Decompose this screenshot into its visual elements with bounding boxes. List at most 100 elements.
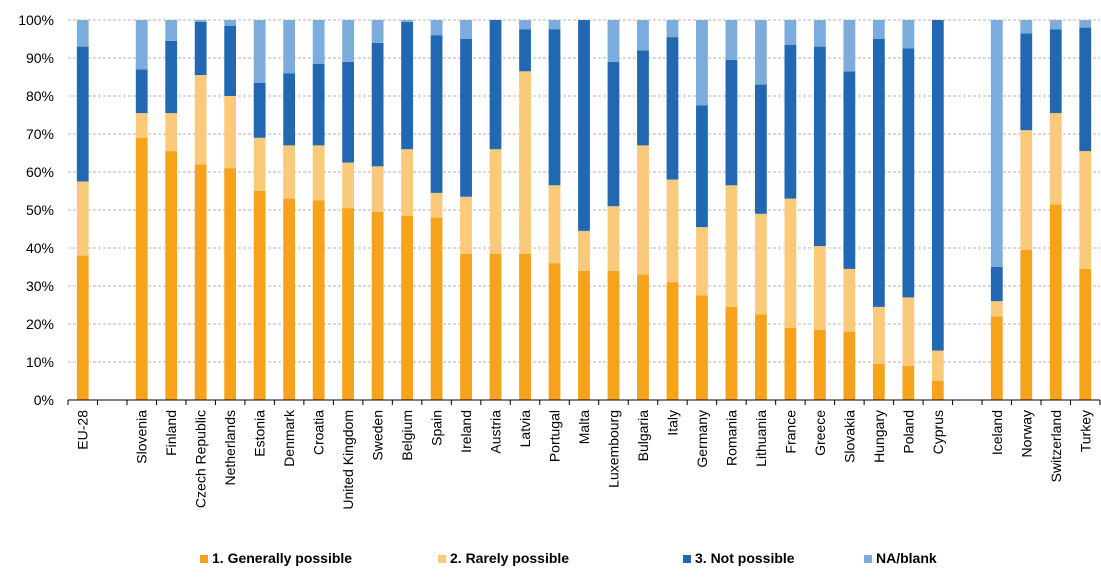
bar-stack-greece (813, 20, 826, 400)
bar-segment (224, 168, 237, 400)
bar-segment (755, 84, 767, 214)
x-category-label: Bulgaria (635, 410, 651, 462)
bar-segment (312, 63, 325, 146)
bar-segment (1049, 113, 1062, 205)
bar-segment (283, 198, 296, 400)
x-category-label: Latvia (517, 410, 533, 448)
bar-stack-germany (696, 20, 708, 400)
bar-segment (165, 40, 178, 114)
x-category-label: Greece (812, 410, 828, 456)
x-category-label: Norway (1018, 410, 1034, 457)
bar-segment (696, 295, 708, 400)
x-category-label: Turkey (1077, 410, 1093, 452)
bar-segment (696, 105, 708, 228)
bars (76, 20, 1092, 401)
bar-stack-bulgaria (637, 20, 649, 400)
y-tick-label: 90% (26, 50, 54, 66)
bar-segment (165, 113, 178, 152)
bar-stack-netherlands (224, 20, 237, 400)
x-category-label: EU-28 (75, 410, 91, 450)
legend-item: 2. Rarely possible (438, 550, 569, 566)
bar-segment (460, 20, 472, 39)
x-category-label: Belgium (399, 410, 415, 461)
bar-stack-turkey (1079, 20, 1092, 400)
bar-segment (165, 20, 178, 41)
legend-swatch (864, 555, 872, 563)
bar-stack-romania (725, 20, 738, 400)
bar-segment (401, 215, 413, 400)
x-axis-category-labels: EU-28 Slovenia Finland Czech Republic Nether… (75, 409, 1094, 510)
x-category-label: Portugal (547, 410, 563, 462)
legend-item: 1. Generally possible (200, 550, 352, 566)
legend-item: NA/blank (864, 550, 937, 566)
bar-segment (253, 191, 266, 400)
bar-segment (578, 270, 590, 400)
bar-segment (607, 270, 620, 400)
bar-segment (430, 20, 443, 36)
bar-segment (607, 61, 620, 207)
y-tick-label: 10% (26, 354, 54, 370)
bar-segment (283, 20, 296, 74)
bar-stack-czech-republic (194, 20, 207, 400)
x-category-label: Romania (723, 410, 739, 466)
bar-segment (194, 75, 207, 165)
bar-segment (637, 20, 649, 51)
legend-label: 3. Not possible (695, 550, 795, 566)
bar-segment (76, 181, 89, 256)
legend-label: NA/blank (876, 550, 937, 566)
bar-stack-croatia (312, 20, 325, 400)
x-category-label: Cyprus (930, 410, 946, 454)
bar-segment (135, 69, 148, 114)
x-category-label: Czech Republic (193, 410, 209, 508)
bar-segment (489, 149, 502, 254)
bar-segment (430, 192, 443, 218)
x-category-label: Lithuania (753, 410, 769, 467)
bar-segment (194, 21, 207, 76)
bar-segment (76, 255, 89, 400)
x-category-label: Malta (576, 410, 592, 444)
bar-segment (548, 20, 561, 30)
bar-segment (165, 151, 178, 400)
bar-segment (902, 20, 915, 49)
bar-segment (725, 20, 738, 60)
bar-segment (931, 350, 944, 381)
bar-segment (755, 20, 767, 85)
x-category-label: Hungary (871, 410, 887, 463)
bar-stack-united-kingdom (342, 20, 355, 400)
bar-segment (1020, 130, 1033, 250)
bar-stack-belgium (401, 20, 413, 400)
bar-stack-switzerland (1049, 20, 1062, 400)
x-category-label: Croatia (311, 410, 327, 455)
bar-segment (1079, 268, 1092, 400)
bar-segment (637, 274, 649, 400)
bar-segment (784, 20, 797, 45)
bar-segment (489, 253, 502, 400)
bar-segment (519, 29, 531, 72)
bar-segment (755, 314, 767, 400)
bar-segment (342, 61, 355, 163)
bar-segment (519, 253, 531, 400)
x-category-label: Germany (694, 410, 710, 468)
bar-stack-estonia (253, 20, 266, 400)
bar-segment (578, 20, 590, 231)
y-tick-label: 30% (26, 278, 54, 294)
bar-segment (990, 267, 1003, 302)
x-category-label: Slovakia (841, 410, 857, 463)
bar-segment (519, 20, 531, 30)
bar-stack-malta (578, 20, 590, 400)
bar-segment (342, 162, 355, 209)
bar-segment (371, 211, 384, 400)
bar-segment (430, 35, 443, 193)
bar-segment (784, 44, 797, 199)
y-axis-tick-labels: 0% 10% 20% 30% 40% 50% 60% 70% 80% 90% 100% (18, 12, 54, 408)
bar-segment (813, 246, 826, 330)
bar-segment (489, 20, 502, 150)
bar-segment (460, 253, 472, 400)
bar-segment (460, 196, 472, 254)
bar-segment (902, 365, 915, 400)
bar-segment (253, 82, 266, 138)
legend-label: 2. Rarely possible (450, 550, 569, 566)
bar-stack-norway (1020, 20, 1033, 400)
bar-segment (843, 268, 856, 332)
